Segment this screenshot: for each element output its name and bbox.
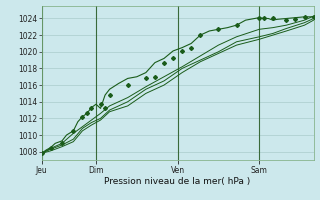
X-axis label: Pression niveau de la mer( hPa ): Pression niveau de la mer( hPa ) [104,177,251,186]
